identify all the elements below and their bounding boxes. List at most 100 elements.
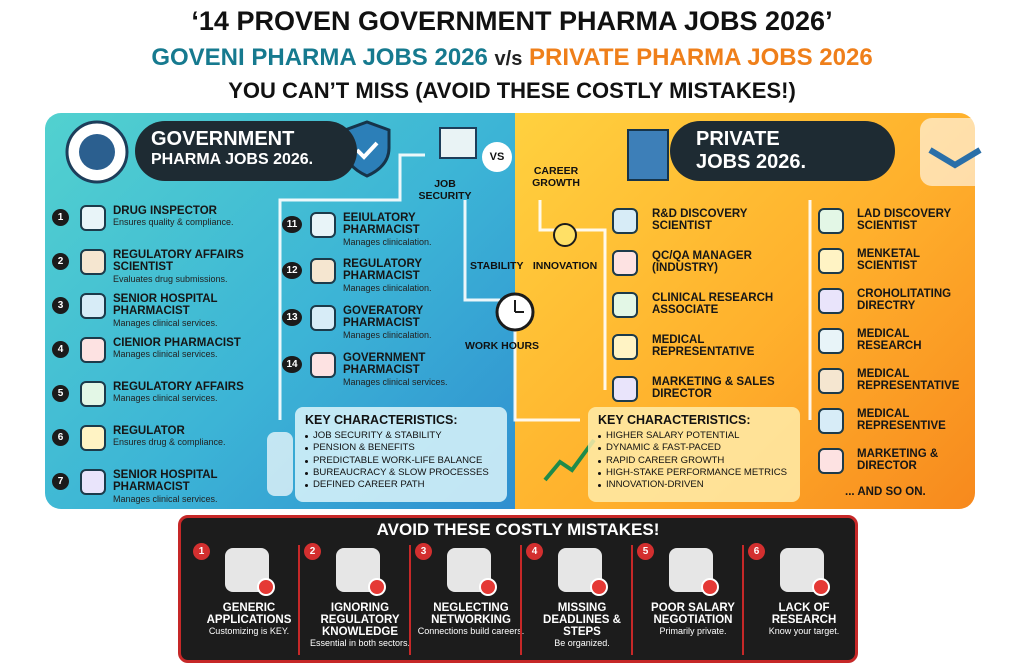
job-title-text: REGULATORY AFFAIRS [113,381,244,393]
job-description: Evaluates drug submissions. [113,273,228,284]
key-item: HIGHER SALARY POTENTIAL [598,430,790,442]
job-title: EEIULATORY PHARMACIST Manages clinicalati… [343,212,461,248]
job-number: 3 [52,297,69,314]
key-item: INNOVATION-DRIVEN [598,479,790,491]
title: ‘14 PROVEN GOVERNMENT PHARMA JOBS 2026’ [191,6,833,36]
mistake-number: 6 [748,543,765,560]
comparison-label: INNOVATION [532,260,598,272]
job-number: 14 [282,356,302,373]
mistake-title: GENERIC APPLICATIONS [206,602,292,627]
mistake-number: 1 [193,543,210,560]
key-list: HIGHER SALARY POTENTIAL DYNAMIC & FAST-PA… [598,430,790,491]
mistake-item: NEGLECTING NETWORKING Connections build c… [417,602,525,637]
job-icon [310,305,336,331]
job-number: 13 [282,309,302,326]
job-title-text: GOVERNMENT PHARMACIST [343,352,426,377]
bullet [598,459,601,463]
job-icon [818,448,844,474]
job-icon [310,212,336,238]
connector [513,310,580,422]
city-icon [627,129,669,181]
bullet [598,471,601,475]
job-title-text: SENIOR HOSPITAL PHARMACIST [113,293,218,318]
key-title: KEY CHARACTERISTICS: [598,413,751,427]
mistake-badge [257,578,275,596]
mistake-item: POOR SALARY NEGOTIATION Primarily private… [639,602,747,637]
job-title: CROHOLITATING DIRECTRY [857,288,952,313]
job-title: LAD DISCOVERY SCIENTIST [857,208,951,233]
divider [520,545,522,655]
job-title: MARKETING & DIRECTOR [857,448,939,473]
handshake-icon [928,147,982,169]
job-number: 4 [52,341,69,358]
bullet [305,447,308,451]
clock-hands [514,300,524,313]
job-title: MEDICAL RESEARCH [857,328,922,353]
job-title-text: EEIULATORY PHARMACIST [343,212,420,237]
job-description: Ensures drug & compliance. [113,437,226,448]
mistake-item: IGNORING REGULATORY KNOWLEDGE Essential i… [306,602,414,649]
subtitle-versus: v/s [494,48,523,70]
mistake-item: LACK OF RESEARCH Know your target. [750,602,858,637]
job-number: 11 [282,216,302,233]
comparison-label: JOB SECURITY [418,178,472,202]
comparison-label: WORK HOURS [464,340,540,352]
seal-icon [79,134,115,170]
job-icon [612,292,638,318]
job-title: CIENIOR PHARMACIST Manages clinical servi… [113,337,263,360]
handshake-bg [920,118,1004,186]
job-number: 1 [52,209,69,226]
key-item: HIGH-STAKE PERFORMANCE METRICS [598,467,790,479]
bullet [598,447,601,451]
private-heading-line: PRIVATE [696,128,780,150]
job-title: CLINICAL RESEARCH ASSOCIATE [652,292,774,317]
job-title: MEDICAL REPRESENTATIVE [652,334,755,359]
mistake-badge [812,578,830,596]
versus-label: VS [489,151,505,163]
job-number: 2 [52,253,69,270]
hourglass-icon [267,432,293,496]
mistake-number: 4 [526,543,543,560]
mistakes-title: AVOID THESE COSTLY MISTAKES! [376,520,660,539]
job-number: 5 [52,385,69,402]
job-title: GOVERATORY PHARMACIST Manages clinicalati… [343,305,461,341]
bullet [598,484,601,488]
job-title: GOVERNMENT PHARMACIST Manages clinical se… [343,352,461,388]
job-description: Manages clinical services. [113,393,218,404]
job-title: REGULATORY AFFAIRS Manages clinical servi… [113,381,263,404]
mistake-description: Primarily private. [659,626,727,637]
job-icon [818,408,844,434]
mistake-item: MISSING DEADLINES & STEPS Be organized. [528,602,636,649]
job-icon [80,381,106,407]
mistake-item: GENERIC APPLICATIONS Customizing is KEY. [195,602,303,637]
job-icon [612,208,638,234]
government-heading: GOVERNMENT PHARMA JOBS 2026. [135,121,357,181]
job-icon [80,469,106,495]
job-icon [80,205,106,231]
mistake-badge [368,578,386,596]
divider [742,545,744,655]
job-title-text: REGULATORY AFFAIRS SCIENTIST [113,249,244,274]
vs-badge [482,142,512,172]
job-description: Manages clinicalation. [343,329,432,340]
government-heading-line: GOVERNMENT [151,128,295,150]
key-item: RAPID CAREER GROWTH [598,455,790,467]
private-heading-line: JOBS 2026. [696,151,807,173]
key-item: DEFINED CAREER PATH [305,479,497,491]
job-title: DRUG INSPECTOR Ensures quality & complian… [113,205,263,228]
more-label: ... AND SO ON. [845,486,926,498]
bullet [305,459,308,463]
connector [278,153,425,420]
mistake-title: MISSING DEADLINES & STEPS [543,602,621,639]
check-icon [355,141,379,160]
mistakes-panel [178,515,858,663]
job-description: Manages clinical services. [343,376,448,387]
job-title: REGULATORY PHARMACIST Manages clinicalati… [343,258,461,294]
key-item: PENSION & BENEFITS [305,442,497,454]
job-title: MARKETING & SALES DIRECTOR [652,376,775,401]
job-icon [310,352,336,378]
divider [409,545,411,655]
mistake-title: LACK OF RESEARCH [771,602,837,627]
mistake-description: Be organized. [554,638,610,649]
